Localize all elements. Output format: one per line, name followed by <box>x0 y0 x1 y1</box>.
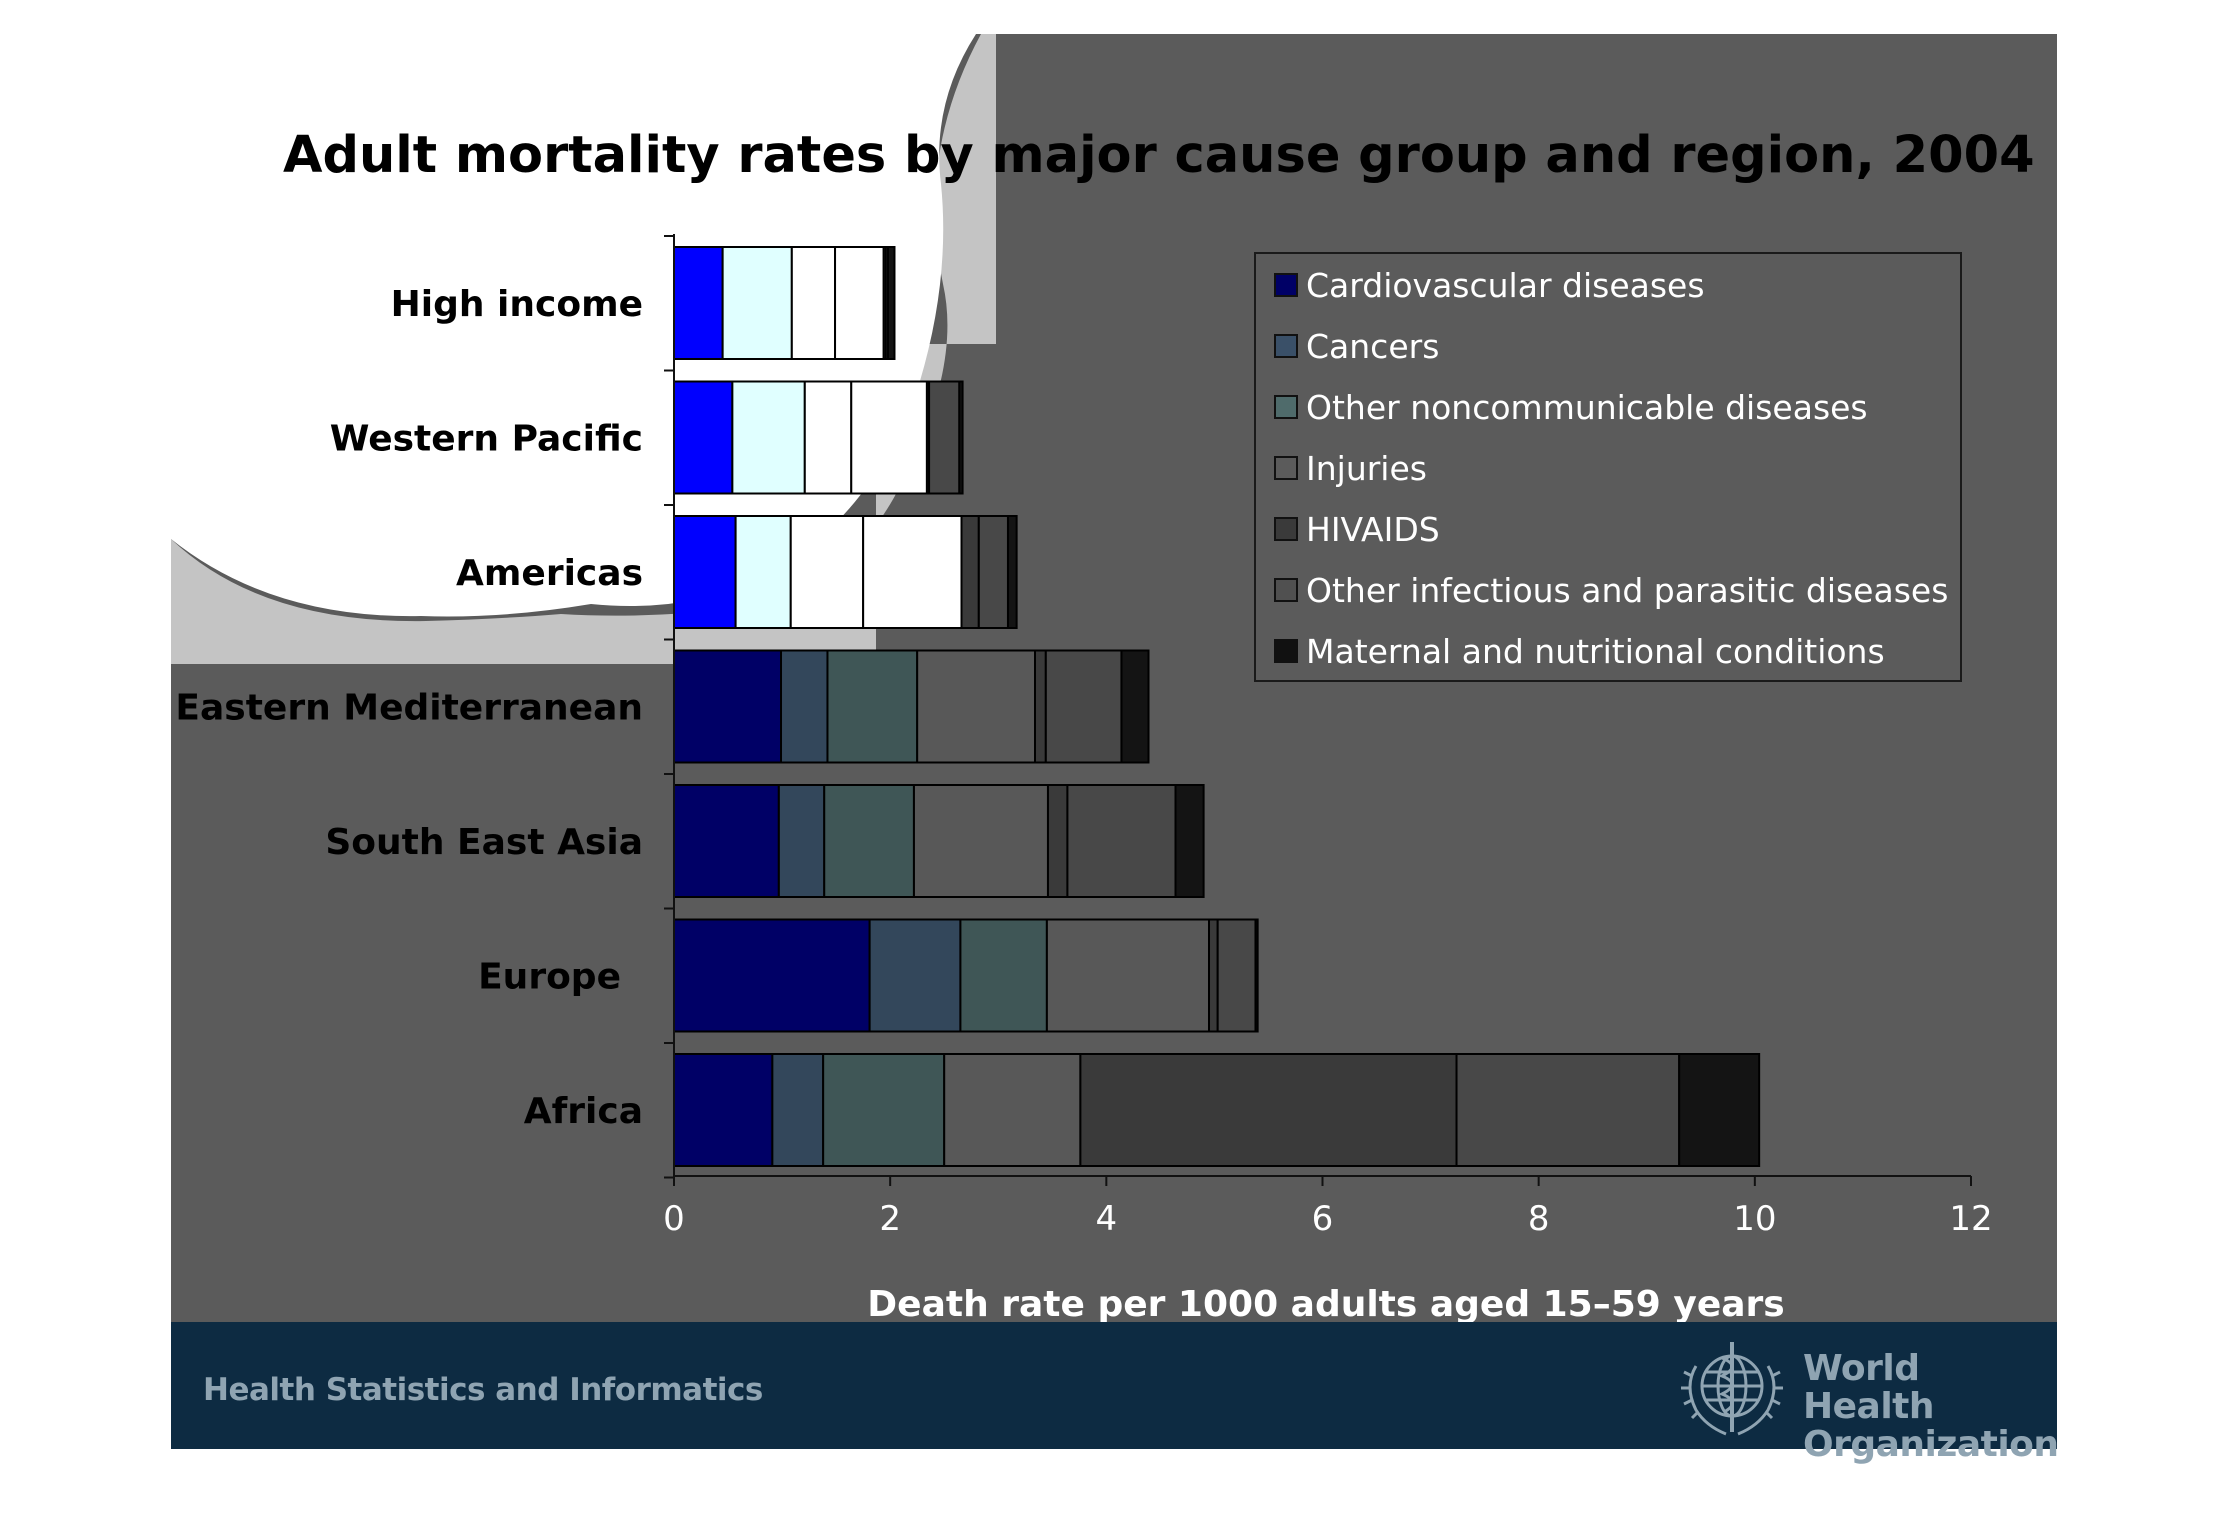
x-tick-label-4: 6 <box>1312 1199 1334 1239</box>
x-tick-label-1: 0 <box>663 1199 685 1239</box>
bar-segment-7-1 <box>673 1053 774 1167</box>
slide-background: Adult mortality rates by major cause gro… <box>171 34 2057 1449</box>
category-label-7: Africa <box>524 1091 643 1132</box>
bar-segment-3-4 <box>862 515 963 629</box>
legend-swatch-4 <box>1274 456 1298 480</box>
bar-segment-7-5 <box>1079 1053 1458 1167</box>
bar-segment-2-2 <box>731 380 806 495</box>
x-axis: 0 2 4 6 8 10 12 <box>663 234 1993 1239</box>
bar-segment-6-4 <box>1045 918 1211 1033</box>
category-labels: High income Western Pacific Americas Easter… <box>175 284 643 1132</box>
legend-swatch-1 <box>1274 273 1298 297</box>
who-wordmark-line2: Organization <box>1803 1424 2059 1465</box>
chart-title: Adult mortality rates by major cause gro… <box>283 126 2035 185</box>
bar-segment-6-1 <box>673 918 871 1033</box>
bar-segment-3-5 <box>960 515 980 629</box>
bar-segment-5-3 <box>823 784 915 898</box>
bar-segment-2-4 <box>850 380 928 495</box>
legend: Cardiovascular diseases Cancers Other nonc… <box>1254 252 1962 682</box>
bar-segment-7-6 <box>1455 1053 1681 1167</box>
bar-segment-3-6 <box>977 515 1009 629</box>
bar-segment-4-4 <box>916 649 1036 764</box>
x-tick-label-3: 4 <box>1096 1199 1118 1239</box>
bar-segment-6-6 <box>1216 918 1257 1033</box>
legend-label-3: Other noncommunicable diseases <box>1306 388 1868 427</box>
who-emblem-icon <box>1681 1342 1783 1436</box>
x-tick-label-5: 8 <box>1528 1199 1550 1239</box>
category-label-6: Europe <box>478 957 621 998</box>
bar-segment-1-7 <box>887 246 896 360</box>
bar-segment-4-2 <box>780 649 829 764</box>
legend-label-4: Injuries <box>1306 449 1427 488</box>
x-tick-label-6: 10 <box>1733 1199 1776 1239</box>
legend-swatch-7 <box>1274 639 1298 663</box>
legend-swatch-3 <box>1274 395 1298 419</box>
who-wordmark-line1: World Health <box>1803 1348 1935 1427</box>
category-label-1: High income <box>391 284 643 325</box>
legend-label-2: Cancers <box>1306 327 1439 366</box>
legend-swatch-6 <box>1274 578 1298 602</box>
bar-segment-7-4 <box>943 1053 1082 1167</box>
legend-swatch-2 <box>1274 334 1298 358</box>
category-label-3: Americas <box>456 553 643 594</box>
legend-label-6: Other infectious and parasitic diseases <box>1306 571 1948 610</box>
bar-segment-6-7 <box>1254 918 1259 1033</box>
category-label-2: Western Pacific <box>330 419 643 460</box>
bar-segment-2-7 <box>958 380 964 495</box>
bar-segment-4-7 <box>1120 649 1150 764</box>
bar-segment-2-3 <box>803 380 853 495</box>
x-axis-title: Death rate per 1000 adults aged 15–59 ye… <box>867 1284 1784 1325</box>
x-tick-label-7: 12 <box>1949 1199 1992 1239</box>
x-tick-label-2: 2 <box>879 1199 901 1239</box>
bar-segment-3-3 <box>789 515 865 629</box>
bar-segment-4-3 <box>826 649 919 764</box>
bar-segment-5-1 <box>673 784 780 898</box>
bar-segment-4-6 <box>1044 649 1123 764</box>
chart: Adult mortality rates by major cause gro… <box>175 126 2035 1325</box>
who-wordmark: World Health Organization <box>1803 1350 2059 1464</box>
bar-segment-1-1 <box>673 246 724 360</box>
footer-department-text: Health Statistics and Informatics <box>203 1372 763 1408</box>
bar-segment-6-2 <box>868 918 962 1033</box>
bar-segment-2-6 <box>928 380 961 495</box>
bar-segment-2-1 <box>673 380 734 495</box>
bars-layer <box>673 246 1761 1167</box>
bar-segment-7-2 <box>771 1053 825 1167</box>
bar-segment-4-5 <box>1033 649 1047 764</box>
bar-segment-5-7 <box>1174 784 1205 898</box>
legend-box <box>1254 252 1962 682</box>
bar-segment-6-5 <box>1208 918 1219 1033</box>
bar-segment-5-4 <box>912 784 1049 898</box>
legend-label-5: HIVAIDS <box>1306 510 1440 549</box>
category-label-5: South East Asia <box>325 822 643 863</box>
bar-segment-7-3 <box>822 1053 946 1167</box>
bar-segment-3-2 <box>734 515 792 629</box>
bar-segment-3-7 <box>1006 515 1018 629</box>
bar-segment-5-6 <box>1066 784 1177 898</box>
bar-segment-1-4 <box>834 246 885 360</box>
bar-segment-4-1 <box>673 649 783 764</box>
bar-segment-3-1 <box>673 515 737 629</box>
footer-bar: Health Statistics and Informatics World … <box>171 1322 2059 1464</box>
bar-segment-5-2 <box>777 784 826 898</box>
legend-label-1: Cardiovascular diseases <box>1306 266 1705 305</box>
bar-segment-5-5 <box>1046 784 1069 898</box>
bar-segment-7-7 <box>1678 1053 1761 1167</box>
bar-segment-1-2 <box>721 246 793 360</box>
legend-label-7: Maternal and nutritional conditions <box>1306 632 1885 671</box>
legend-swatch-5 <box>1274 517 1298 541</box>
bar-segment-1-3 <box>790 246 837 360</box>
category-label-4: Eastern Mediterranean <box>175 688 643 729</box>
bar-segment-6-3 <box>959 918 1048 1033</box>
